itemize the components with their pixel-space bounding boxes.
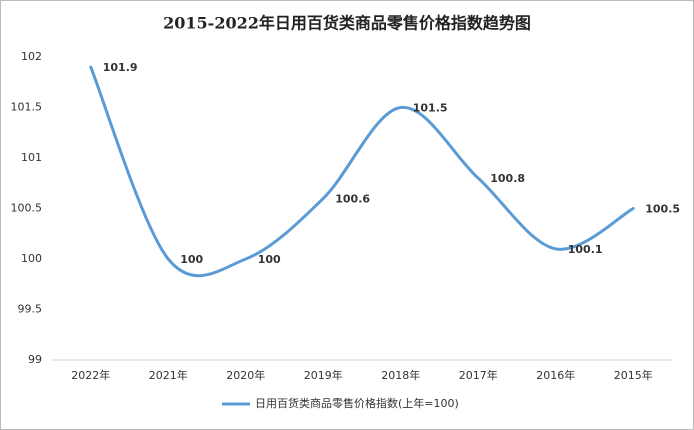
data-label: 101.5 <box>413 102 448 115</box>
data-label: 100.6 <box>335 192 370 205</box>
data-label: 100.8 <box>490 172 525 185</box>
data-label: 100 <box>180 253 203 266</box>
x-tick-label: 2019年 <box>304 368 343 382</box>
x-tick-label: 2016年 <box>536 368 575 382</box>
x-tick-label: 2021年 <box>149 368 188 382</box>
y-tick-label: 100.5 <box>11 202 43 215</box>
y-tick-label: 101 <box>21 151 42 164</box>
data-label: 100 <box>258 253 281 266</box>
chart-title: 2015-2022年日用百货类商品零售价格指数趋势图 <box>163 14 531 33</box>
data-label: 100.5 <box>645 203 680 216</box>
y-tick-label: 101.5 <box>11 101 43 114</box>
legend-label: 日用百货类商品零售价格指数(上年=100) <box>255 396 459 410</box>
data-line <box>89 65 635 278</box>
y-tick-label: 99.5 <box>18 303 43 316</box>
x-tick-label: 2022年 <box>71 368 110 382</box>
x-tick-label: 2015年 <box>614 368 653 382</box>
y-tick-label: 99 <box>28 353 42 366</box>
x-tick-label: 2017年 <box>459 368 498 382</box>
y-tick-label: 100 <box>21 252 42 265</box>
x-tick-label: 2018年 <box>381 368 420 382</box>
y-tick-label: 102 <box>21 50 42 63</box>
x-tick-label: 2020年 <box>226 368 265 382</box>
data-label: 101.9 <box>103 61 138 74</box>
data-label: 100.1 <box>568 243 603 256</box>
